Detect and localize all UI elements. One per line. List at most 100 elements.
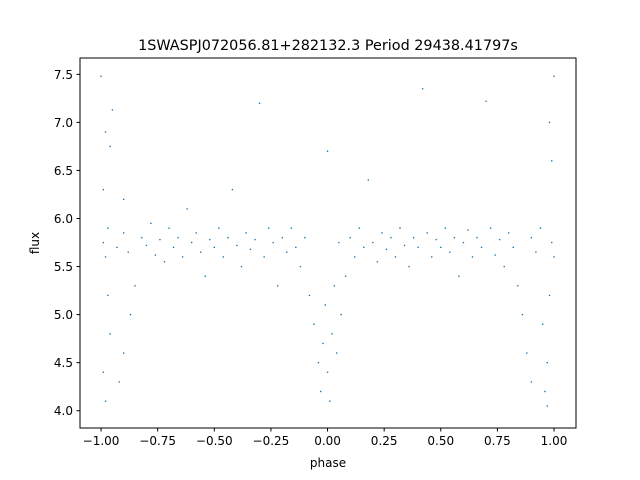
data-point	[372, 241, 374, 244]
data-point	[122, 198, 125, 201]
data-point	[102, 241, 105, 244]
data-point	[326, 150, 329, 153]
data-point	[249, 248, 252, 251]
data-point	[122, 232, 125, 234]
data-point	[498, 238, 501, 241]
data-point	[254, 238, 256, 241]
y-tick-label: 5.0	[54, 308, 73, 322]
y-tick-label: 5.5	[54, 260, 73, 274]
data-point	[353, 256, 356, 258]
data-point	[326, 371, 329, 374]
data-point	[213, 246, 216, 249]
data-point	[290, 227, 293, 229]
data-point	[403, 244, 406, 247]
data-point	[521, 313, 524, 316]
data-point	[122, 352, 125, 354]
data-point	[453, 236, 456, 239]
data-point	[376, 260, 379, 263]
x-tick-label: −0.25	[253, 434, 290, 448]
data-point	[548, 294, 551, 297]
data-point	[285, 251, 288, 253]
data-point	[421, 87, 424, 90]
y-axis-label: flux	[28, 232, 42, 254]
data-point	[541, 323, 544, 326]
data-point	[480, 246, 483, 249]
x-tick-label: 0.00	[314, 434, 341, 448]
data-point	[272, 241, 274, 244]
data-point	[107, 227, 109, 229]
data-point	[367, 179, 370, 181]
data-point	[104, 400, 107, 402]
data-point	[412, 236, 415, 239]
data-point	[186, 208, 188, 210]
data-point	[507, 232, 510, 234]
data-point	[381, 232, 383, 234]
data-point	[462, 241, 465, 244]
data-point	[340, 313, 342, 316]
data-point	[535, 251, 537, 253]
data-point	[109, 145, 111, 148]
data-point	[199, 251, 202, 253]
data-point	[503, 265, 506, 268]
data-point	[530, 236, 533, 239]
data-point	[150, 222, 152, 225]
data-point	[526, 352, 528, 354]
x-tick-label: 0.25	[371, 434, 398, 448]
x-tick-label: 1.00	[541, 434, 568, 448]
data-point	[163, 260, 166, 263]
data-point	[439, 246, 442, 249]
data-point	[154, 254, 157, 256]
data-point	[430, 256, 433, 258]
data-point	[467, 229, 469, 231]
data-point	[435, 238, 438, 241]
data-point	[476, 236, 478, 239]
data-point	[172, 246, 175, 249]
data-point	[118, 381, 120, 383]
data-point	[317, 361, 320, 364]
data-point	[322, 342, 324, 345]
data-point	[512, 246, 515, 249]
x-tick-label: 0.75	[484, 434, 511, 448]
data-point	[245, 232, 247, 234]
data-point	[344, 275, 347, 277]
data-point	[449, 251, 451, 253]
data-point	[394, 256, 397, 258]
data-point	[308, 294, 311, 297]
x-tick-label: −0.50	[196, 434, 233, 448]
data-point	[358, 227, 361, 229]
data-point	[102, 188, 105, 191]
y-axis: 4.0 4.5 5.0 5.5 6.0 6.5 7.0 7.5	[54, 68, 80, 418]
data-point	[349, 236, 351, 239]
data-point	[127, 251, 130, 253]
data-point	[385, 248, 388, 251]
data-point	[177, 236, 179, 239]
y-tick-label: 6.0	[54, 212, 73, 226]
data-point	[240, 265, 243, 268]
data-point	[111, 109, 114, 111]
data-point	[100, 75, 102, 78]
data-point	[485, 100, 487, 103]
data-point	[134, 284, 136, 287]
data-point	[399, 227, 401, 229]
data-point	[204, 275, 207, 277]
data-point	[195, 232, 197, 234]
data-point	[390, 236, 392, 239]
data-point	[159, 238, 161, 241]
data-point	[426, 232, 429, 234]
data-point	[417, 246, 419, 249]
data-point	[313, 323, 315, 326]
data-point	[129, 313, 132, 316]
data-point	[324, 304, 327, 306]
data-point	[236, 244, 238, 247]
data-point	[319, 390, 322, 393]
data-point	[281, 236, 284, 239]
y-tick-label: 7.5	[54, 68, 73, 82]
data-point	[231, 188, 234, 191]
data-point	[333, 284, 336, 287]
x-tick-label: −1.00	[83, 434, 120, 448]
data-point	[546, 405, 549, 407]
data-point	[550, 160, 553, 162]
x-tick-label: −0.75	[139, 434, 176, 448]
data-point	[544, 390, 546, 393]
